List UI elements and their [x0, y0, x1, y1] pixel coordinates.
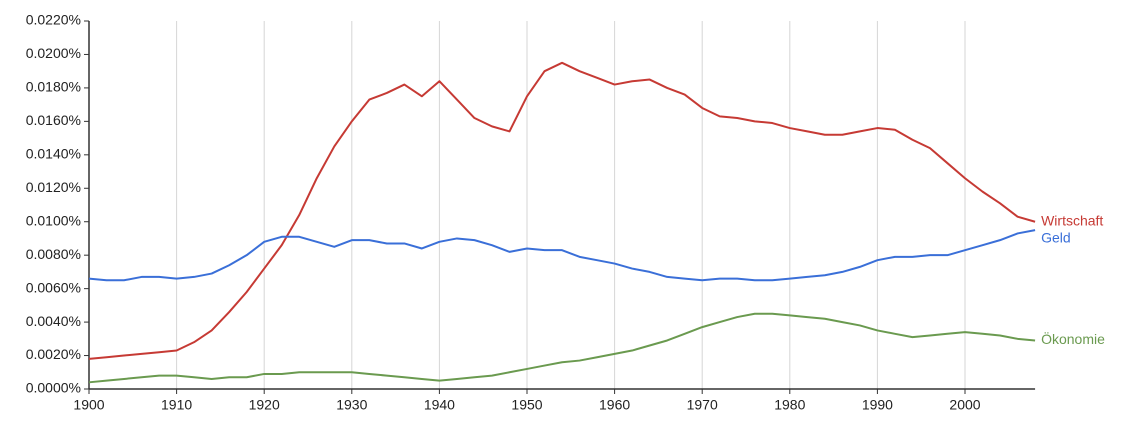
- x-tick-label: 1960: [599, 397, 630, 413]
- x-tick-label: 1980: [774, 397, 805, 413]
- y-tick-label: 0.0140%: [26, 146, 81, 162]
- x-tick-label: 1990: [862, 397, 893, 413]
- y-tick-label: 0.0100%: [26, 212, 81, 228]
- x-tick-label: 1920: [249, 397, 280, 413]
- series-line: [88, 61, 1036, 360]
- y-tick-label: 0.0060%: [26, 279, 81, 295]
- x-tick-label: 1930: [336, 397, 367, 413]
- y-tick-label: 0.0220%: [26, 12, 81, 28]
- x-tick-label: 1940: [424, 397, 455, 413]
- series-label: Wirtschaft: [1041, 212, 1103, 228]
- x-tick-label: 1910: [161, 397, 192, 413]
- series-label: Geld: [1041, 229, 1071, 245]
- y-tick-label: 0.0040%: [26, 313, 81, 329]
- y-tick-label: 0.0160%: [26, 112, 81, 128]
- y-tick-label: 0.0080%: [26, 246, 81, 262]
- y-tick-label: 0.0120%: [26, 179, 81, 195]
- y-tick-label: 0.0200%: [26, 45, 81, 61]
- series-label: Ökonomie: [1041, 330, 1105, 347]
- series-line: [88, 312, 1036, 384]
- y-tick-label: 0.0180%: [26, 79, 81, 95]
- y-tick-label: 0.0000%: [26, 380, 81, 396]
- x-tick-label: 1900: [73, 397, 104, 413]
- x-tick-label: 1970: [687, 397, 718, 413]
- x-tick-label: 2000: [949, 397, 980, 413]
- series-line: [88, 229, 1036, 282]
- x-tick-label: 1950: [511, 397, 542, 413]
- y-tick-label: 0.0020%: [26, 346, 81, 362]
